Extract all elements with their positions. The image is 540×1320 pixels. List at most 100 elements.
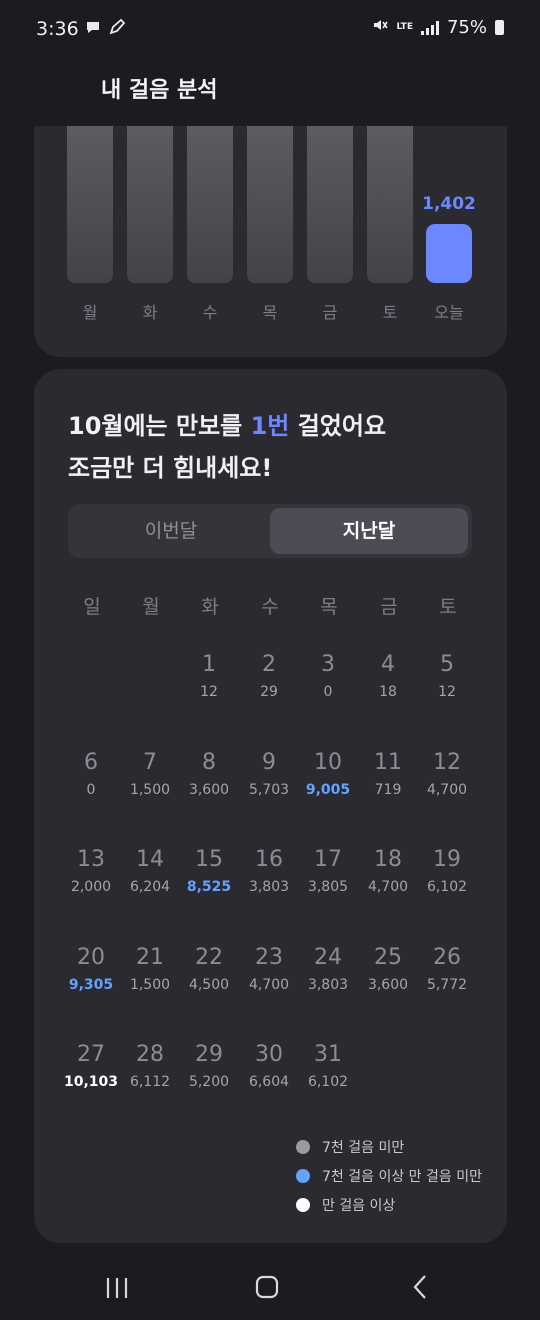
calendar-day[interactable]: 4 18 <box>356 648 420 738</box>
calendar-day-steps: 5,772 <box>426 977 468 993</box>
calendar-day-number: 25 <box>374 945 402 970</box>
weekly-bar <box>187 126 233 283</box>
weekly-bar-today <box>426 224 472 283</box>
calendar-day[interactable]: 11 719 <box>356 746 420 836</box>
calendar-day[interactable]: 8 3,600 <box>177 746 241 836</box>
calendar-day-steps: 3,805 <box>307 879 349 895</box>
calendar-day-steps: 9,305 <box>68 977 114 993</box>
monthly-steps-card: 10월에는 만보를 1번 걸었어요 조금만 더 힘내세요! 이번달 지난달 일 … <box>34 369 507 1243</box>
tab-this-month[interactable]: 이번달 <box>144 520 198 542</box>
weekday-label: 목 <box>262 303 278 322</box>
calendar-day[interactable]: 10 9,005 <box>296 746 360 836</box>
calendar-day-steps: 6,204 <box>129 879 171 895</box>
calendar-day-steps: 18 <box>379 684 397 700</box>
calendar-day-steps: 1,500 <box>129 782 171 798</box>
calendar-day-steps: 3,803 <box>248 879 290 895</box>
calendar-day[interactable]: 31 6,102 <box>296 1038 360 1128</box>
weekly-bar <box>67 126 113 283</box>
calendar-day-number: 26 <box>433 945 461 970</box>
calendar-day-number: 18 <box>374 847 402 872</box>
calendar-day[interactable]: 14 6,204 <box>118 843 182 933</box>
calendar-day-number: 29 <box>195 1042 223 1067</box>
calendar-day[interactable]: 21 1,500 <box>118 941 182 1031</box>
calendar-day-steps: 29 <box>260 684 278 700</box>
calendar-day-steps: 1,500 <box>129 977 171 993</box>
calendar-day-number: 9 <box>262 750 276 775</box>
recent-apps-icon[interactable] <box>97 1272 137 1302</box>
calendar-day[interactable]: 20 9,305 <box>59 941 123 1031</box>
status-bar: 3:36 LTE 75% <box>0 0 540 60</box>
mute-icon <box>372 17 389 38</box>
calendar-day-steps: 5,200 <box>188 1074 230 1090</box>
calendar-day[interactable]: 1 12 <box>177 648 241 738</box>
weekly-bar <box>367 126 413 283</box>
calendar-day-steps: 6,102 <box>426 879 468 895</box>
calendar-day[interactable]: 16 3,803 <box>237 843 301 933</box>
calendar-day[interactable]: 12 4,700 <box>415 746 479 836</box>
calendar-day[interactable]: 17 3,805 <box>296 843 360 933</box>
legend-dot <box>296 1197 310 1212</box>
calendar-day[interactable]: 9 5,703 <box>237 746 301 836</box>
legend: 7천 걸음 미만 7천 걸음 이상 만 걸음 미만 만 걸음 이상 <box>296 1132 482 1219</box>
battery-icon <box>495 20 504 35</box>
today-steps-value: 1,402 <box>422 194 476 214</box>
calendar-day-number: 10 <box>314 750 342 775</box>
calendar-day-number: 21 <box>136 945 164 970</box>
calendar-day-steps: 9,005 <box>305 782 351 798</box>
calendar-weekday: 수 <box>261 596 279 618</box>
calendar-day-number: 5 <box>440 652 454 677</box>
calendar-day[interactable]: 30 6,604 <box>237 1038 301 1128</box>
calendar-day[interactable]: 5 12 <box>415 648 479 738</box>
calendar-weekday: 월 <box>142 596 160 618</box>
calendar-day[interactable]: 27 10,103 <box>59 1038 123 1128</box>
calendar-day[interactable]: 13 2,000 <box>59 843 123 933</box>
legend-label: 7천 걸음 미만 <box>322 1139 405 1156</box>
calendar-day-steps: 10,103 <box>63 1074 119 1090</box>
calendar-day[interactable]: 23 4,700 <box>237 941 301 1031</box>
calendar-day-steps: 0 <box>86 782 96 798</box>
calendar-day[interactable]: 29 5,200 <box>177 1038 241 1128</box>
pencil-icon <box>108 18 126 36</box>
calendar-day[interactable]: 26 5,772 <box>415 941 479 1031</box>
calendar-day[interactable]: 7 1,500 <box>118 746 182 836</box>
calendar-day-steps: 3,600 <box>367 977 409 993</box>
weekday-label: 금 <box>322 303 338 322</box>
calendar-day-steps: 4,500 <box>188 977 230 993</box>
calendar-weekday: 토 <box>439 596 457 618</box>
calendar-day-steps: 3,600 <box>188 782 230 798</box>
calendar-day[interactable]: 19 6,102 <box>415 843 479 933</box>
month-toggle: 이번달 지난달 <box>68 504 472 558</box>
legend-label: 7천 걸음 이상 만 걸음 미만 <box>322 1168 482 1185</box>
headline-subtext: 조금만 더 힘내세요! <box>68 454 273 482</box>
calendar-day-number: 22 <box>195 945 223 970</box>
chat-bubble-icon <box>84 18 102 36</box>
calendar-day-steps: 3,803 <box>307 977 349 993</box>
legend-item: 7천 걸음 이상 만 걸음 미만 <box>296 1161 482 1190</box>
calendar-day[interactable]: 18 4,700 <box>356 843 420 933</box>
calendar-day[interactable]: 22 4,500 <box>177 941 241 1031</box>
calendar-day[interactable]: 2 29 <box>237 648 301 738</box>
calendar-day-number: 4 <box>381 652 395 677</box>
calendar-day[interactable]: 28 6,112 <box>118 1038 182 1128</box>
weekday-label: 토 <box>382 303 398 322</box>
tab-last-month[interactable]: 지난달 <box>270 508 468 554</box>
calendar-day-number: 7 <box>143 750 157 775</box>
headline-highlight: 1번 <box>250 412 290 440</box>
calendar-day-number: 15 <box>195 847 223 872</box>
signal-icon <box>420 20 439 35</box>
calendar-day-number: 14 <box>136 847 164 872</box>
legend-dot <box>296 1168 310 1183</box>
calendar-day-steps: 2,000 <box>70 879 112 895</box>
calendar-day[interactable]: 24 3,803 <box>296 941 360 1031</box>
weekday-label: 화 <box>142 303 158 322</box>
calendar-day-number: 23 <box>255 945 283 970</box>
network-type: LTE <box>396 22 413 32</box>
calendar-day[interactable]: 25 3,600 <box>356 941 420 1031</box>
weekly-bar <box>127 126 173 283</box>
calendar-day[interactable]: 15 8,525 <box>177 843 241 933</box>
home-icon[interactable] <box>247 1272 287 1302</box>
back-icon[interactable] <box>400 1272 440 1302</box>
headline-text: 10월에는 만보를 <box>68 412 251 440</box>
